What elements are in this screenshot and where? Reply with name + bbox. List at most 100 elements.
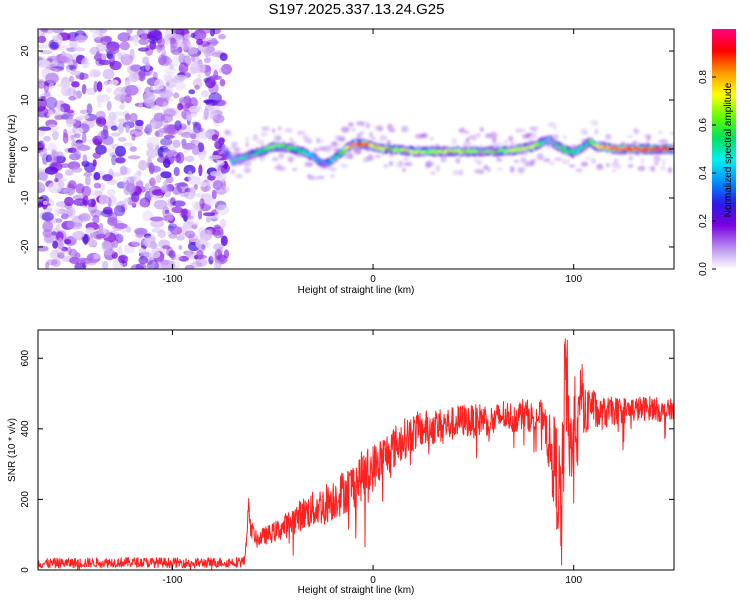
noise-blob bbox=[55, 223, 60, 231]
ridge-halo bbox=[514, 159, 519, 163]
spectrogram-x-axis: -100 0 100 bbox=[162, 29, 582, 285]
noise-blob bbox=[119, 165, 128, 176]
noise-blob bbox=[81, 132, 87, 144]
ridge-halo bbox=[284, 128, 293, 133]
noise-blob bbox=[93, 80, 98, 93]
noise-blob bbox=[203, 99, 214, 104]
noise-blob bbox=[190, 32, 196, 39]
noise-blob bbox=[173, 34, 184, 42]
ridge-halo bbox=[562, 135, 567, 139]
ridge-cell bbox=[243, 156, 247, 160]
noise-blob bbox=[38, 182, 46, 194]
ridge-halo bbox=[371, 136, 376, 141]
noise-blob bbox=[96, 94, 110, 103]
noise-blob bbox=[106, 100, 112, 111]
noise-blob bbox=[213, 119, 219, 127]
noise-blob bbox=[145, 123, 152, 136]
ridge-halo bbox=[509, 166, 515, 173]
noise-blob bbox=[126, 29, 133, 35]
noise-blob bbox=[89, 254, 95, 260]
noise-blob bbox=[144, 183, 150, 191]
noise-blob bbox=[181, 39, 192, 51]
noise-blob bbox=[138, 256, 148, 265]
noise-blob bbox=[221, 63, 232, 75]
ridge-halo bbox=[228, 156, 236, 160]
noise-blob bbox=[138, 38, 150, 45]
noise-blob bbox=[69, 248, 78, 257]
noise-blob bbox=[163, 158, 171, 169]
noise-blob bbox=[95, 51, 101, 58]
noise-blob bbox=[200, 182, 207, 188]
ridge-halo bbox=[272, 142, 281, 146]
noise-blob bbox=[209, 155, 223, 160]
noise-blob bbox=[163, 108, 176, 117]
noise-blob bbox=[123, 142, 134, 147]
noise-blob bbox=[146, 147, 158, 159]
noise-blob bbox=[72, 147, 80, 155]
ridge-halo bbox=[351, 127, 355, 132]
noise-blob bbox=[54, 230, 67, 243]
ridge-cell bbox=[267, 147, 271, 151]
noise-blob bbox=[212, 229, 222, 236]
noise-blob bbox=[178, 255, 189, 262]
ridge-halo bbox=[476, 150, 485, 157]
ridge-halo bbox=[374, 125, 383, 132]
noise-blob bbox=[139, 33, 151, 40]
noise-blob bbox=[42, 200, 48, 206]
noise-blob bbox=[204, 57, 211, 64]
noise-blob bbox=[171, 56, 179, 67]
ridge-halo bbox=[333, 147, 342, 153]
noise-blob bbox=[160, 184, 168, 193]
noise-blob bbox=[41, 212, 54, 222]
noise-blob bbox=[220, 235, 228, 247]
noise-blob bbox=[46, 198, 55, 208]
noise-blob bbox=[192, 121, 198, 126]
ridge-halo bbox=[594, 128, 598, 135]
noise-blob bbox=[91, 31, 103, 40]
noise-blob bbox=[149, 186, 155, 198]
ridge-halo bbox=[640, 157, 645, 165]
noise-blob bbox=[178, 53, 186, 65]
ridge-halo bbox=[356, 121, 365, 126]
ridge-halo bbox=[653, 155, 661, 163]
noise-blob bbox=[180, 131, 193, 138]
noise-blob bbox=[74, 150, 81, 159]
ridge-halo bbox=[475, 168, 485, 174]
noise-blob bbox=[55, 247, 67, 256]
ridge-halo bbox=[610, 162, 619, 167]
noise-blob bbox=[109, 172, 123, 177]
ridge-halo bbox=[667, 167, 673, 174]
noise-blob bbox=[203, 48, 210, 58]
noise-blob bbox=[52, 240, 59, 249]
noise-blob bbox=[138, 70, 146, 82]
ridge-halo bbox=[451, 138, 457, 145]
noise-blob bbox=[69, 38, 78, 50]
noise-blob bbox=[193, 52, 200, 64]
noise-blob bbox=[41, 29, 48, 34]
noise-blob bbox=[150, 240, 157, 250]
noise-blob bbox=[119, 104, 126, 110]
noise-blob bbox=[122, 176, 128, 188]
ridge-halo bbox=[627, 134, 633, 138]
noise-blob bbox=[194, 84, 200, 91]
noise-blob bbox=[45, 96, 58, 109]
ridge-halo bbox=[483, 164, 489, 170]
noise-blob bbox=[219, 185, 230, 194]
ridge-halo bbox=[620, 141, 626, 146]
ridge-halo bbox=[384, 163, 388, 169]
snr-x-label: Height of straight line (km) bbox=[298, 585, 415, 596]
spectrogram-y-label: Frequency (Hz) bbox=[7, 115, 18, 184]
noise-blob bbox=[164, 67, 177, 74]
ridge-halo bbox=[277, 163, 281, 168]
noise-blob bbox=[95, 144, 107, 155]
colorbar-label: Normalized spectral amplitude bbox=[723, 82, 734, 217]
ridge-halo bbox=[360, 130, 365, 135]
colorbar-tick-label: 0.4 bbox=[698, 166, 709, 180]
ridge-halo bbox=[272, 157, 279, 162]
snr-series-line bbox=[38, 338, 674, 570]
noise-blob bbox=[46, 259, 58, 266]
noise-blob bbox=[173, 92, 180, 99]
ridge-halo bbox=[416, 151, 421, 159]
ridge-halo bbox=[278, 153, 285, 159]
ridge-halo bbox=[252, 134, 258, 141]
